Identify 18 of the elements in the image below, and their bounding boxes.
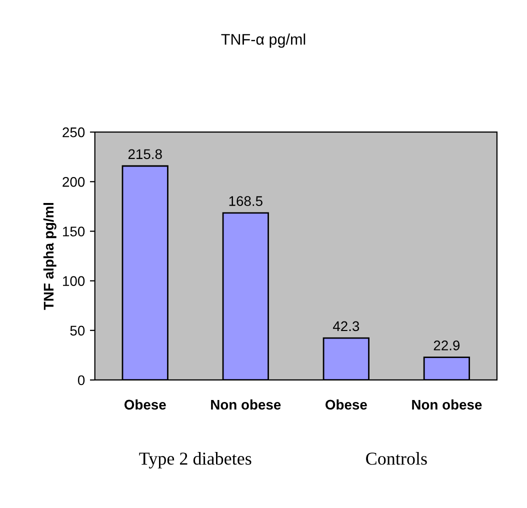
x-tick-label: Non obese <box>211 399 281 410</box>
y-axis-title: TNF alpha pg/ml <box>43 203 56 310</box>
y-tick-label: 100 <box>63 276 85 286</box>
data-label: 168.5 <box>229 196 262 206</box>
y-tick-label: 0 <box>78 375 85 386</box>
y-tick-label: 50 <box>70 326 85 336</box>
data-label: 42.3 <box>332 321 360 332</box>
text: Controls <box>366 452 427 465</box>
x-tick-label: Non obese <box>412 399 482 410</box>
text: Type 2 diabetes <box>139 452 252 468</box>
x-tick-label: Obese <box>326 399 367 410</box>
y-tick-label: 250 <box>62 127 85 138</box>
data-label: 22.9 <box>434 340 460 350</box>
chart-title: TNF-α pg/ml <box>221 34 306 48</box>
data-label: 215.8 <box>128 149 162 160</box>
y-tick-label: 150 <box>63 226 85 236</box>
y-tick-label: 200 <box>62 176 85 187</box>
x-tick-label: Obese <box>124 399 166 410</box>
